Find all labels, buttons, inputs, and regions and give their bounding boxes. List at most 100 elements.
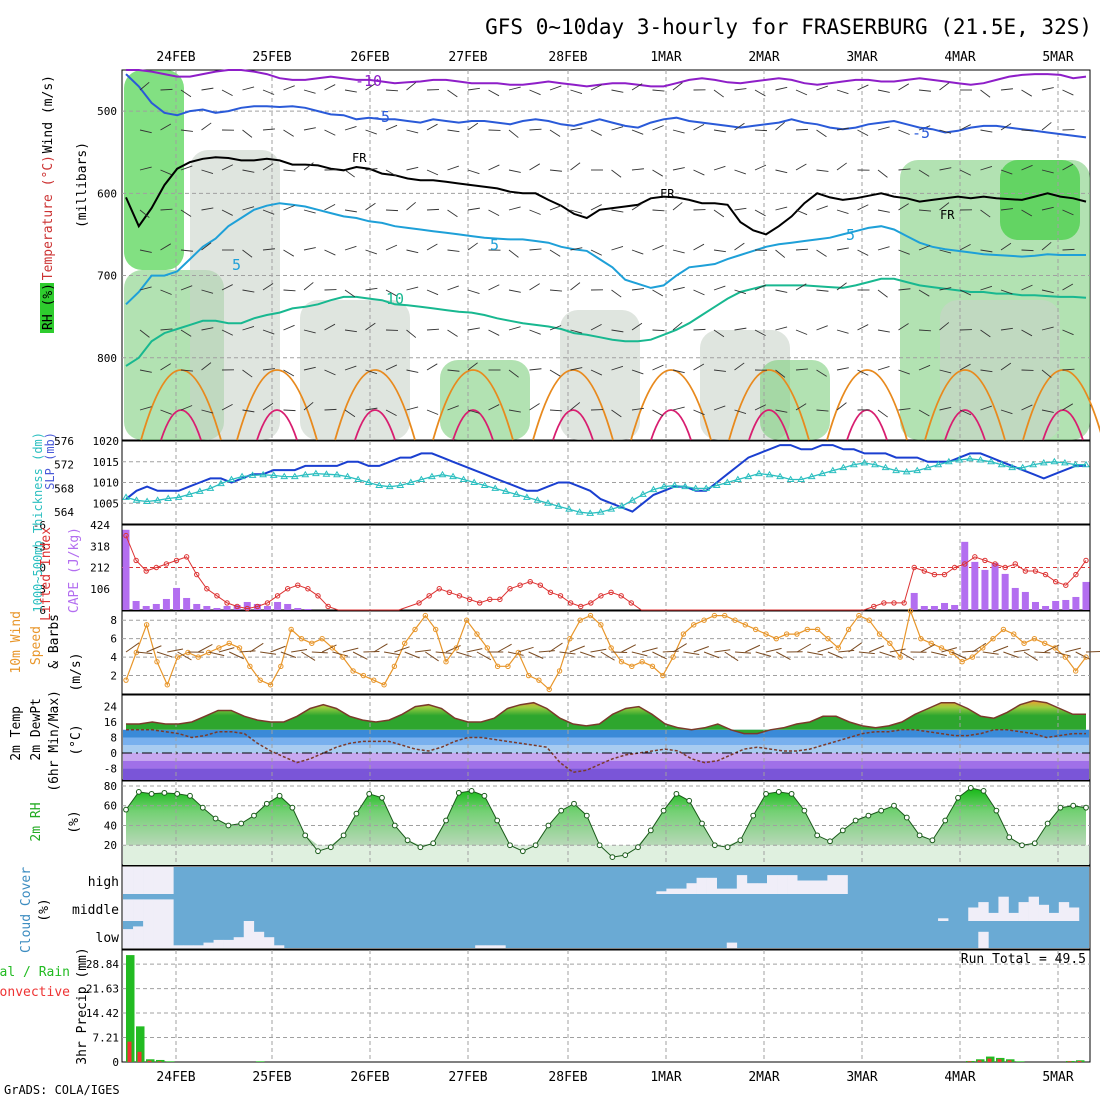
wind-barb: [1021, 209, 1033, 217]
wind-barb-10m: [528, 651, 544, 659]
wind-speed-point: [660, 672, 666, 679]
thickness-point: [406, 478, 415, 485]
li-point: [1073, 571, 1079, 578]
thickness-point: [280, 472, 289, 480]
temp2m-unit: (°C): [69, 724, 84, 755]
wind-barb: [447, 329, 458, 337]
thickness-point: [617, 502, 626, 509]
wind-barb: [139, 209, 150, 218]
wind-speed-point: [804, 626, 810, 633]
wind-barb: [344, 126, 357, 131]
temp-contour-plus15: [236, 369, 318, 441]
wind-barb-10m: [291, 649, 308, 653]
thickness-point: [290, 472, 299, 480]
temp-contour-plus15: [532, 369, 614, 441]
wind-barb: [631, 203, 643, 211]
wind-speed-point: [154, 659, 160, 665]
wind-speed-point: [691, 622, 697, 628]
rh-point: [1006, 834, 1013, 841]
wind-barb: [283, 409, 296, 412]
wind-barb: [303, 282, 314, 291]
wind-barb: [631, 249, 644, 255]
wind-speed-point: [494, 663, 501, 670]
wind-barb: [898, 129, 910, 135]
wind-speed-point: [474, 631, 480, 637]
wind-speed-point: [670, 654, 676, 660]
wind-barb: [590, 84, 602, 91]
rh-tick: 60: [104, 800, 117, 813]
wind-barb: [283, 129, 294, 137]
rh-point: [251, 812, 257, 819]
wind-barb: [754, 129, 768, 132]
wind-speed-point: [505, 663, 511, 670]
rh-tick: 40: [104, 819, 117, 832]
temp-tick: 16: [104, 716, 117, 729]
thickness-label: 1000~500mb Thickness (dm): [31, 432, 45, 613]
wind-barb: [652, 364, 664, 371]
wind-barb: [713, 165, 726, 171]
wind-speed-point: [618, 659, 625, 665]
li-point: [305, 586, 311, 592]
wind-barb: [283, 324, 295, 331]
precip-conv-bar: [157, 1061, 162, 1062]
wind-barb: [508, 169, 521, 173]
wind-speed-point: [814, 626, 821, 633]
thickness-point: [544, 499, 552, 506]
temp-line: [126, 700, 1086, 735]
wind-barb: [836, 127, 849, 131]
contour-label-plus5-c: 5: [846, 226, 855, 244]
wind-barb: [385, 89, 399, 92]
cloud-bar: [837, 875, 848, 894]
wind-barb: [1041, 289, 1054, 294]
temp-contour-plus20: [944, 409, 986, 441]
thickness-point: [776, 472, 784, 480]
cloud-low-label: low: [96, 931, 120, 946]
li-point: [1012, 561, 1018, 567]
wind-barb: [1062, 329, 1074, 336]
wind-barb: [980, 129, 993, 133]
wind-barb: [1041, 409, 1054, 413]
rh-point: [801, 807, 808, 814]
cloud-bar: [978, 931, 989, 948]
wind-speed-point: [453, 645, 460, 651]
cloud-bar: [706, 877, 717, 894]
wind-barb: [160, 363, 171, 371]
slp-line: [125, 444, 1086, 513]
cloud-bar: [696, 877, 707, 894]
wind-barb: [570, 329, 583, 334]
wind-barb-10m: [332, 651, 349, 657]
wind-speed-point: [587, 612, 594, 619]
temp-area: [126, 700, 1086, 734]
wind-barb: [1062, 163, 1074, 171]
wind-barb-10m: [1003, 651, 1019, 658]
temp-contour-plus15: [924, 369, 1006, 441]
rh-point: [737, 837, 744, 844]
contour-label-freezing-c: FR: [940, 208, 955, 222]
wind10-label-1: 10m Wind: [9, 611, 24, 674]
wind-barb: [672, 167, 685, 171]
thickness-point: [755, 469, 763, 477]
temp-tick: 0: [110, 747, 117, 760]
wind-barb-10m: [672, 643, 687, 653]
wind-barb: [508, 289, 521, 293]
wind-speed-point: [422, 612, 429, 619]
wind-barb: [160, 289, 172, 295]
wind-barb: [611, 209, 624, 213]
temp-contour-plus15: [432, 369, 514, 441]
li-point: [234, 603, 240, 610]
cloud-bar: [938, 918, 949, 921]
cloud-bar: [253, 931, 265, 948]
wind-barb: [918, 89, 931, 92]
wind-speed-point: [629, 663, 635, 670]
wind-barb: [795, 248, 809, 251]
slp-tick: 1010: [93, 477, 120, 490]
wind-barb: [631, 168, 644, 171]
wind-barb: [611, 169, 622, 178]
wind-barb-10m: [311, 651, 328, 654]
wind-barb: [406, 166, 419, 171]
wind-barb: [160, 409, 172, 415]
li-point: [951, 564, 958, 571]
wind-speed-point: [247, 663, 253, 670]
wind-barb: [734, 122, 745, 131]
temp-contour-plus15: [334, 369, 416, 441]
